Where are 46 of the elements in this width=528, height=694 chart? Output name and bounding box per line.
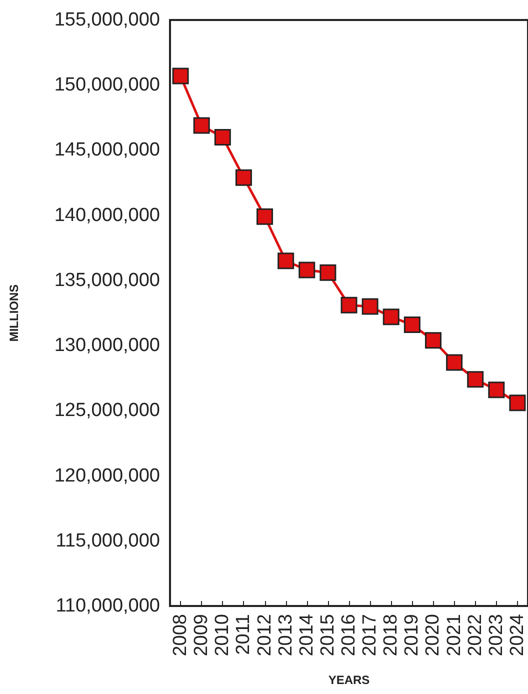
point [488,382,505,398]
x-tick-label: 2021 [444,614,465,656]
y-tick-label: 150,000,000 [54,74,160,96]
x-axis-title: YEARS [328,673,370,687]
y-tick-label: 145,000,000 [54,140,160,161]
point [446,354,463,371]
x-tick-label: 2024 [506,614,528,656]
point [362,298,378,315]
point [320,264,336,281]
x-tick-label: 2023 [486,614,507,656]
y-tick-label: 125,000,000 [54,400,160,422]
point [235,169,252,186]
x-tick-label: 2010 [212,614,234,656]
y-axis-title: MILLIONS [7,284,21,342]
y-tick-label: 155,000,000 [54,10,160,30]
y-tick-label: 120,000,000 [54,465,160,486]
point [509,394,526,412]
point [278,252,294,270]
y-tick-label: 140,000,000 [54,204,160,226]
y-tick-label: 135,000,000 [54,270,160,291]
point [467,371,484,388]
x-tick-label: 2015 [317,614,338,656]
point [424,332,442,349]
point [172,68,189,84]
y-tick-label: 115,000,000 [56,530,160,552]
point [214,128,231,146]
point [340,296,358,314]
x-tick-label: 2017 [360,614,381,656]
x-tick-label: 2008 [170,614,192,656]
point [298,262,316,278]
x-tick-label: 2014 [296,614,318,656]
y-tick-label: 110,000,000 [56,596,160,616]
x-tick-label: 2019 [402,614,423,656]
x-tick-label: 2020 [422,614,444,656]
x-tick-label: 2009 [191,614,212,656]
point [193,117,210,134]
x-tick-label: 2013 [275,614,296,656]
point [256,208,274,225]
x-tick-label: 2022 [464,614,486,656]
point [404,316,420,333]
y-tick-label: 130,000,000 [54,335,160,356]
x-tick-label: 2018 [380,614,402,656]
point [382,308,400,326]
x-tick-label: 2011 [233,614,254,655]
x-tick-label: 2016 [338,614,360,656]
x-tick-label: 2012 [254,614,276,656]
